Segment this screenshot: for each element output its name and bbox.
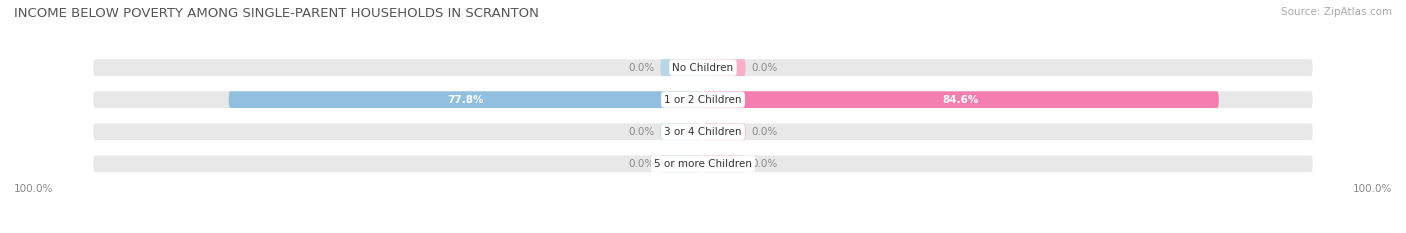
Text: 84.6%: 84.6% — [942, 95, 979, 105]
FancyBboxPatch shape — [703, 123, 745, 140]
FancyBboxPatch shape — [93, 59, 1313, 76]
Text: 0.0%: 0.0% — [752, 159, 778, 169]
FancyBboxPatch shape — [703, 59, 745, 76]
FancyBboxPatch shape — [661, 59, 703, 76]
Text: 0.0%: 0.0% — [628, 159, 654, 169]
Text: 0.0%: 0.0% — [628, 63, 654, 73]
Text: 1 or 2 Children: 1 or 2 Children — [664, 95, 742, 105]
FancyBboxPatch shape — [703, 155, 745, 172]
FancyBboxPatch shape — [229, 91, 703, 108]
Text: 0.0%: 0.0% — [628, 127, 654, 137]
Text: 3 or 4 Children: 3 or 4 Children — [664, 127, 742, 137]
Text: 5 or more Children: 5 or more Children — [654, 159, 752, 169]
FancyBboxPatch shape — [93, 91, 1313, 108]
FancyBboxPatch shape — [703, 91, 1219, 108]
Text: 0.0%: 0.0% — [752, 63, 778, 73]
Text: 77.8%: 77.8% — [447, 95, 484, 105]
Text: INCOME BELOW POVERTY AMONG SINGLE-PARENT HOUSEHOLDS IN SCRANTON: INCOME BELOW POVERTY AMONG SINGLE-PARENT… — [14, 7, 538, 20]
FancyBboxPatch shape — [661, 155, 703, 172]
FancyBboxPatch shape — [661, 123, 703, 140]
Text: Source: ZipAtlas.com: Source: ZipAtlas.com — [1281, 7, 1392, 17]
Text: 100.0%: 100.0% — [1353, 184, 1392, 194]
Text: 0.0%: 0.0% — [752, 127, 778, 137]
FancyBboxPatch shape — [93, 155, 1313, 172]
FancyBboxPatch shape — [93, 123, 1313, 140]
Text: No Children: No Children — [672, 63, 734, 73]
Text: 100.0%: 100.0% — [14, 184, 53, 194]
